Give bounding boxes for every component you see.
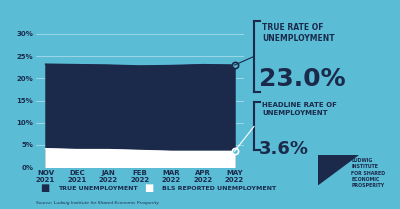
Text: ■: ■	[40, 183, 49, 193]
Text: LUDWIG
INSTITUTE
FOR SHARED
ECONOMIC
PROSPERITY: LUDWIG INSTITUTE FOR SHARED ECONOMIC PRO…	[351, 158, 385, 188]
Text: HEADLINE RATE OF
UNEMPLOYMENT: HEADLINE RATE OF UNEMPLOYMENT	[262, 102, 337, 116]
Text: ■: ■	[144, 183, 153, 193]
Polygon shape	[318, 155, 358, 185]
Text: 3.6%: 3.6%	[259, 140, 309, 158]
Text: TRUE UNEMPLOYMENT: TRUE UNEMPLOYMENT	[58, 186, 138, 191]
Text: 23.0%: 23.0%	[259, 67, 346, 91]
Text: TRUE RATE OF
UNEMPLOYMENT: TRUE RATE OF UNEMPLOYMENT	[262, 23, 335, 43]
Text: Source: Ludwig Institute for Shared Economic Prosperity: Source: Ludwig Institute for Shared Econ…	[36, 201, 159, 205]
Text: BLS REPORTED UNEMPLOYMENT: BLS REPORTED UNEMPLOYMENT	[162, 186, 276, 191]
